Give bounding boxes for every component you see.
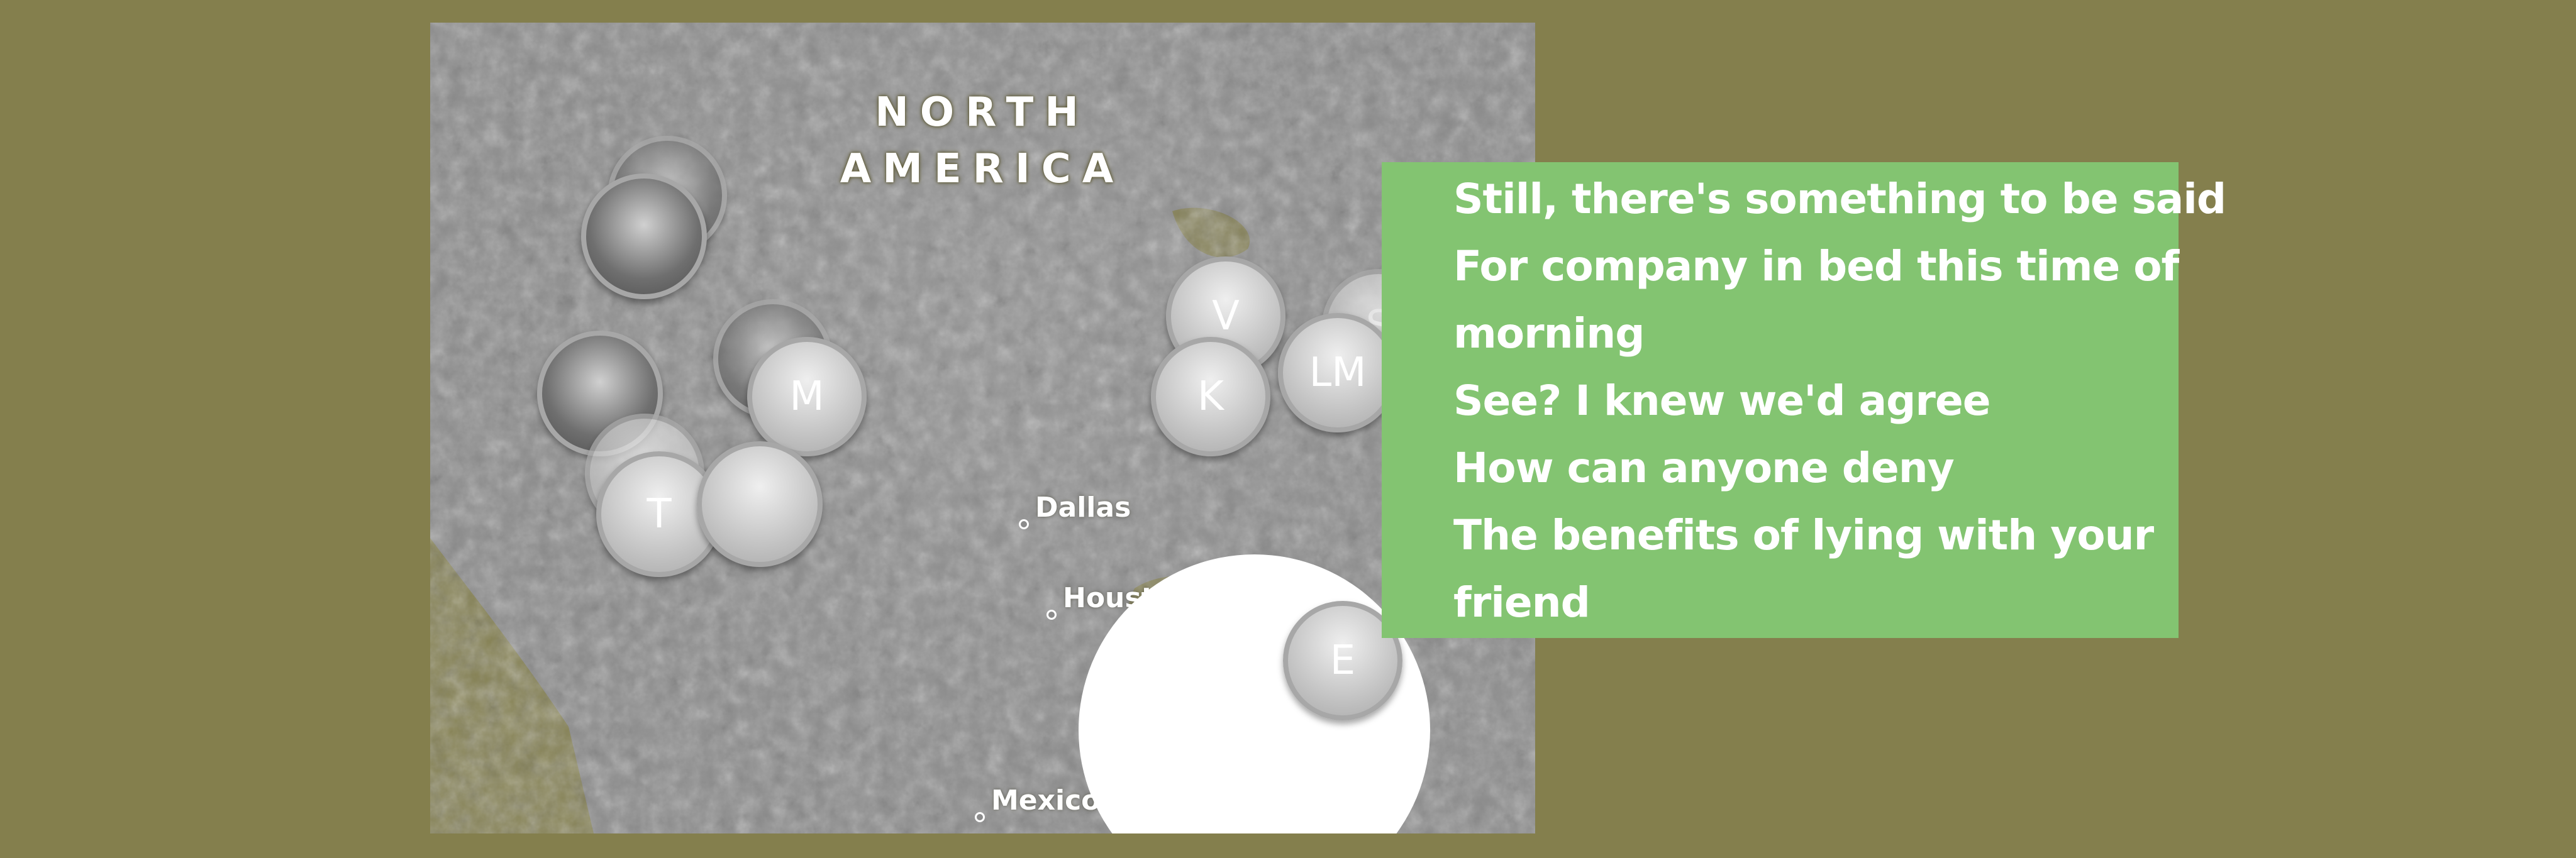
avatar-marker-user[interactable] — [697, 441, 1430, 833]
avatar-marker-m[interactable]: M — [747, 337, 867, 456]
region-label-line2: AMERICA — [840, 146, 1125, 192]
region-label: NORTH AMERICA — [831, 84, 1133, 197]
avatar-marker-k[interactable]: K — [1151, 337, 1270, 456]
region-label-line1: NORTH — [875, 89, 1090, 136]
lyric-line: For company in bed this time of — [1453, 242, 2179, 290]
city-label-dallas[interactable]: Dallas — [1019, 492, 1131, 529]
lyrics-panel: Still, there's something to be said For … — [1382, 162, 2226, 638]
world-map[interactable]: NORTH AMERICA Dallas Houston Mexico City… — [430, 23, 1535, 833]
lyric-line: The benefits of lying with your — [1453, 511, 2154, 559]
lyric-line: See? I knew we'd agree — [1453, 377, 1990, 425]
city-dot-icon — [1046, 610, 1057, 620]
lyric-line: How can anyone deny — [1453, 444, 1955, 492]
lyric-line: morning — [1453, 309, 1645, 358]
avatar-marker-photo[interactable] — [581, 173, 707, 299]
avatar-marker-lm[interactable]: LM — [1278, 313, 1397, 432]
lyric-line: Still, there's something to be said — [1453, 175, 2226, 223]
lyric-line: friend — [1453, 578, 1591, 627]
city-dot-icon — [975, 812, 985, 822]
city-dot-icon — [1019, 519, 1029, 529]
